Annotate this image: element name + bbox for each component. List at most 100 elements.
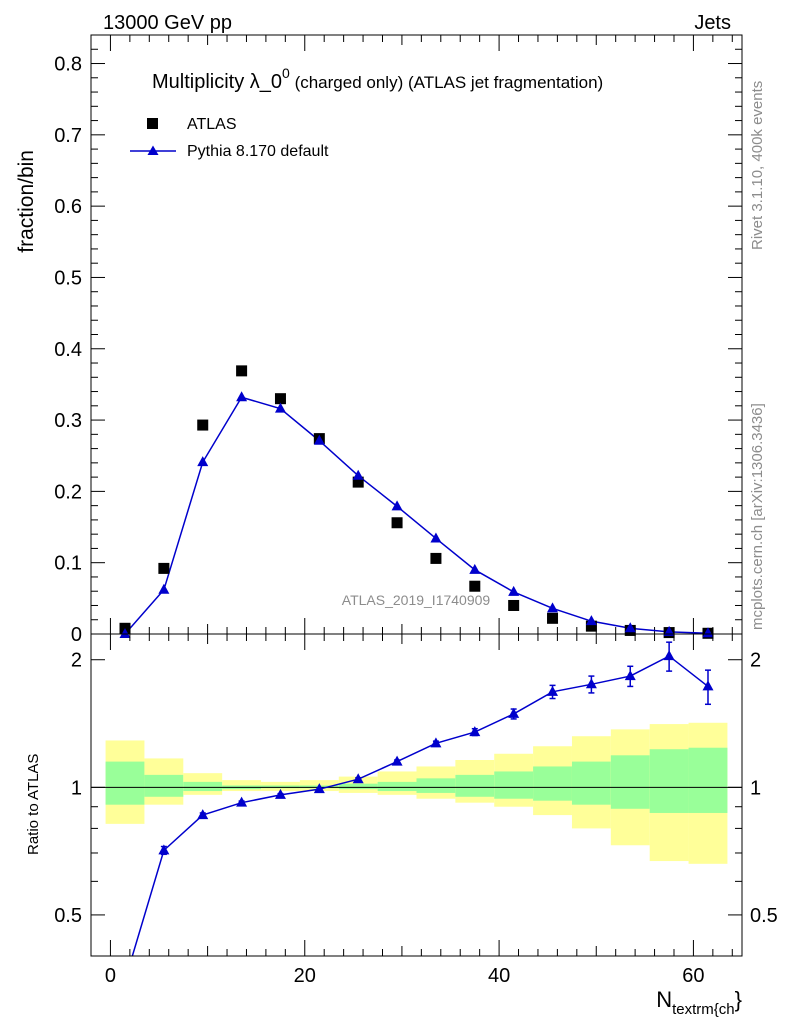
pythia-point [624,622,636,633]
main-ytick-label: 0.2 [54,481,82,503]
header-left: 13000 GeV pp [103,12,232,34]
ratio-pythia-point [624,670,636,681]
ratio-band-stat [610,755,650,809]
legend-pythia-label: Pythia 8.170 default [187,143,329,160]
ratio-pythia-point [236,796,248,807]
ratio-pythia-point [585,678,597,689]
ratio-pythia-line [131,655,709,956]
rivet-label: Rivet 3.1.10, 400k events [749,81,766,250]
ratio-pythia-point [313,783,325,794]
ratio-ylabel: Ratio to ATLAS [25,754,42,855]
xtick-label: 0 [105,965,116,987]
header-right: Jets [694,12,731,34]
main-ytick-label: 0 [71,624,82,646]
ratio-band-stat [494,771,534,799]
main-title: Multiplicity λ_00 (charged only) (ATLAS … [152,65,603,93]
pythia-line [124,396,709,635]
ratio-pythia-point [391,755,403,766]
main-ytick-label: 0.5 [54,267,82,289]
pythia-point [119,628,131,638]
xtick-labels: 0 20 40 60 [105,965,705,987]
xtick-label: 20 [294,965,316,987]
main-ytick-label: 0.8 [54,54,82,76]
ratio-ytick-label-left: 1 [71,777,82,799]
pythia-point [508,585,520,596]
ratio-ytick-label-right: 2 [750,650,761,672]
ratio-band-stat [571,761,611,805]
ratio-ytick-label-left: 2 [71,650,82,672]
pythia-point [430,532,442,543]
ratio-band-stat [649,749,689,813]
atlas-point [585,620,597,632]
legend-atlas-label: ATLAS [187,116,237,133]
pythia-point [197,456,209,467]
ratio-pythia-point [663,650,675,661]
x-axis-label-close: } [735,987,742,1012]
xtick-label: 60 [682,965,704,987]
pythia-point [547,602,559,613]
ratio-ytick-label-left: 0.5 [54,905,82,927]
main-ytick-label: 0.1 [54,553,82,575]
ratio-pythia-point [547,685,559,696]
ratio-frame [90,633,743,957]
ratio-bands [105,722,728,864]
legend-atlas-marker [147,118,158,129]
main-ytick-label: 0.7 [54,125,82,147]
legend-pythia-marker [147,145,159,155]
pythia-point [236,391,248,402]
main-title-sup: 0 [282,65,290,81]
atlas-point [197,419,209,431]
main-title-main: Multiplicity λ_0 [152,71,282,93]
ratio-ytick-label-right: 1 [750,777,761,799]
ratio-band-stat [105,761,145,805]
ratio-data [131,641,714,956]
atlas-point [430,552,442,564]
ratio-pythia-point [352,773,364,784]
ratio-pythia-point [158,844,170,855]
ratio-yticks [91,659,742,957]
ratio-band-stat [416,778,456,793]
atlas-point [469,580,481,592]
ratio-pythia-point [469,726,481,737]
xtick-label: 40 [488,965,510,987]
pythia-point [585,615,597,626]
ratio-band-stat [377,781,417,792]
ratio-pythia-point [430,737,442,748]
ratio-ytick-labels: 0.5 0.5 1 1 2 2 [54,650,778,927]
ratio-band-stat [455,774,495,797]
main-title-rest: (charged only) (ATLAS jet fragmentation) [290,73,603,92]
x-axis-label: Ntextrm{ch} [656,987,742,1018]
ratio-band-stat [338,783,378,790]
atlas-point [274,393,286,405]
analysis-id: ATLAS_2019_I1740909 [342,592,491,608]
ratio-pythia-point [197,809,209,820]
ratio-band-stat [688,747,728,813]
atlas-point [547,612,559,624]
x-axis-label-sub: textrm{ch [672,1001,735,1018]
ratio-band-stat [533,766,572,801]
ratio-panel: 0.5 0.5 1 1 2 2 0 20 40 60 Ratio to ATLAS Ntextr… [25,633,778,1018]
pythia-point [274,402,286,413]
pythia-point [663,625,675,636]
pythia-point [158,583,170,594]
atlas-point [508,599,520,611]
ratio-pythia-point [508,707,520,718]
atlas-point [236,365,248,377]
legend: ATLAS Pythia 8.170 default [130,116,329,160]
main-panel: 0 0.1 0.2 0.3 0.4 0.5 0.6 0.7 0.8 fraction/bin M… [15,34,743,646]
pythia-point [313,434,325,445]
ratio-band-stat [144,774,184,797]
ratio-band-stat [183,781,223,792]
ratio-pythia-point [702,680,714,691]
ratio-xticks [109,634,733,956]
main-data [119,365,714,639]
main-yticks [91,34,742,635]
x-axis-label-main: N [656,987,672,1012]
main-ylabel: fraction/bin [15,150,38,253]
ratio-ytick-label-right: 0.5 [750,905,778,927]
pythia-point [469,563,481,574]
main-ytick-label: 0.6 [54,196,82,218]
atlas-point [158,562,170,574]
main-ytick-label: 0.3 [54,410,82,432]
